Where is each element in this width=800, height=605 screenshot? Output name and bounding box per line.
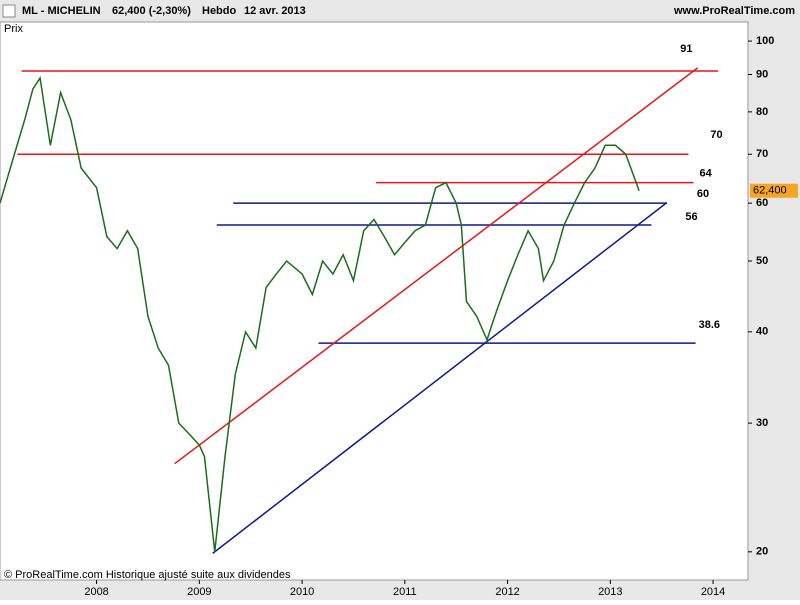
- header-icon: [2, 4, 16, 18]
- y-tick-label: 100: [756, 35, 774, 47]
- level-label: 91: [680, 43, 692, 55]
- footer: © ProRealTime.com Historique ajusté suit…: [4, 569, 291, 581]
- last-price-box: [750, 183, 798, 198]
- period: Hebdo: [202, 5, 237, 17]
- site: www.ProRealTime.com: [673, 5, 795, 17]
- level-label: 38.6: [699, 319, 720, 331]
- x-tick-label: 2014: [701, 586, 725, 598]
- symbol: ML - MICHELIN: [22, 5, 101, 17]
- y-tick-label: 40: [756, 326, 768, 338]
- y-tick-label: 80: [756, 106, 768, 118]
- x-tick-label: 2013: [598, 586, 622, 598]
- x-tick-label: 2012: [495, 586, 519, 598]
- x-tick-label: 2010: [290, 586, 314, 598]
- quote: 62,400 (-2,30%): [112, 5, 191, 17]
- y-tick-label: 90: [756, 68, 768, 80]
- level-label: 64: [700, 168, 713, 180]
- level-label: 70: [710, 129, 722, 141]
- x-tick-label: 2008: [84, 586, 108, 598]
- plot-area: [0, 21, 749, 581]
- level-label: 60: [697, 188, 709, 200]
- y-tick-label: 70: [756, 148, 768, 160]
- y-tick-label: 60: [756, 197, 768, 209]
- last-price-label: 62,400: [753, 185, 787, 197]
- y-tick-label: 30: [756, 417, 768, 429]
- price-line: [0, 76, 640, 552]
- y-tick-label: 20: [756, 546, 768, 558]
- x-tick-label: 2011: [393, 586, 417, 598]
- trend-line: [212, 202, 668, 554]
- y-tick-label: 50: [756, 255, 768, 267]
- level-label: 56: [685, 211, 697, 223]
- y-label: Prix: [4, 23, 23, 35]
- trend-line: [174, 67, 699, 465]
- date: 12 avr. 2013: [244, 5, 306, 17]
- x-tick-label: 2009: [187, 586, 211, 598]
